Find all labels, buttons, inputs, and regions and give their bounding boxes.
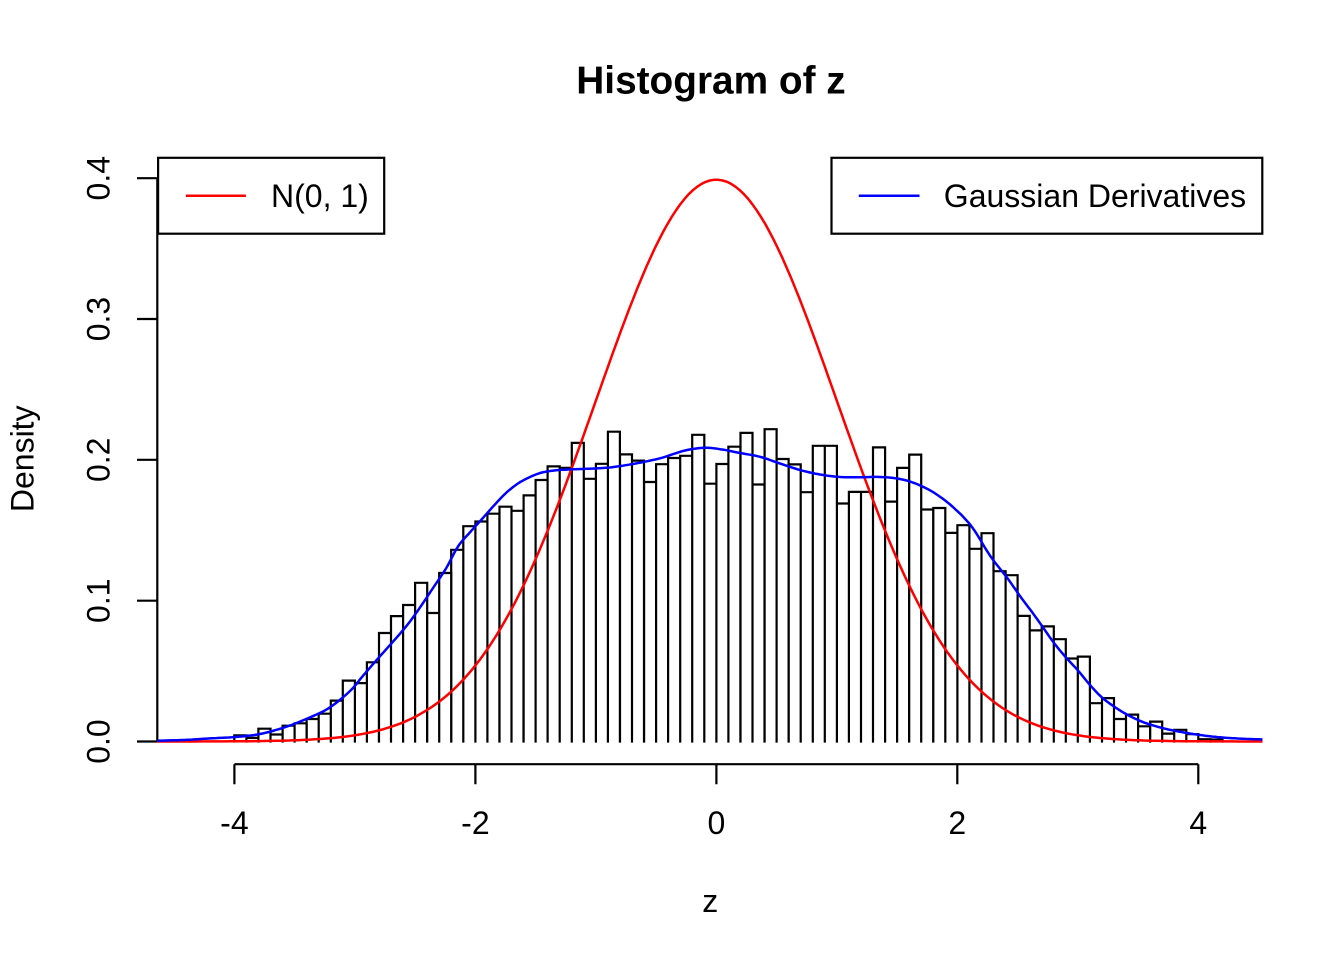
svg-text:Histogram of z: Histogram of z (576, 60, 845, 103)
svg-text:z: z (702, 883, 718, 919)
svg-text:0.4: 0.4 (80, 156, 116, 200)
svg-text:-4: -4 (220, 805, 248, 841)
svg-text:0: 0 (708, 805, 726, 841)
svg-text:-2: -2 (461, 805, 489, 841)
svg-text:2: 2 (948, 805, 966, 841)
svg-text:Density: Density (4, 405, 40, 512)
svg-text:0.1: 0.1 (80, 578, 116, 622)
svg-text:N(0, 1): N(0, 1) (271, 178, 369, 214)
svg-text:0.3: 0.3 (80, 297, 116, 341)
svg-text:Gaussian Derivatives: Gaussian Derivatives (944, 178, 1246, 214)
svg-text:0.0: 0.0 (80, 719, 116, 763)
svg-text:0.2: 0.2 (80, 438, 116, 482)
svg-text:4: 4 (1189, 805, 1207, 841)
